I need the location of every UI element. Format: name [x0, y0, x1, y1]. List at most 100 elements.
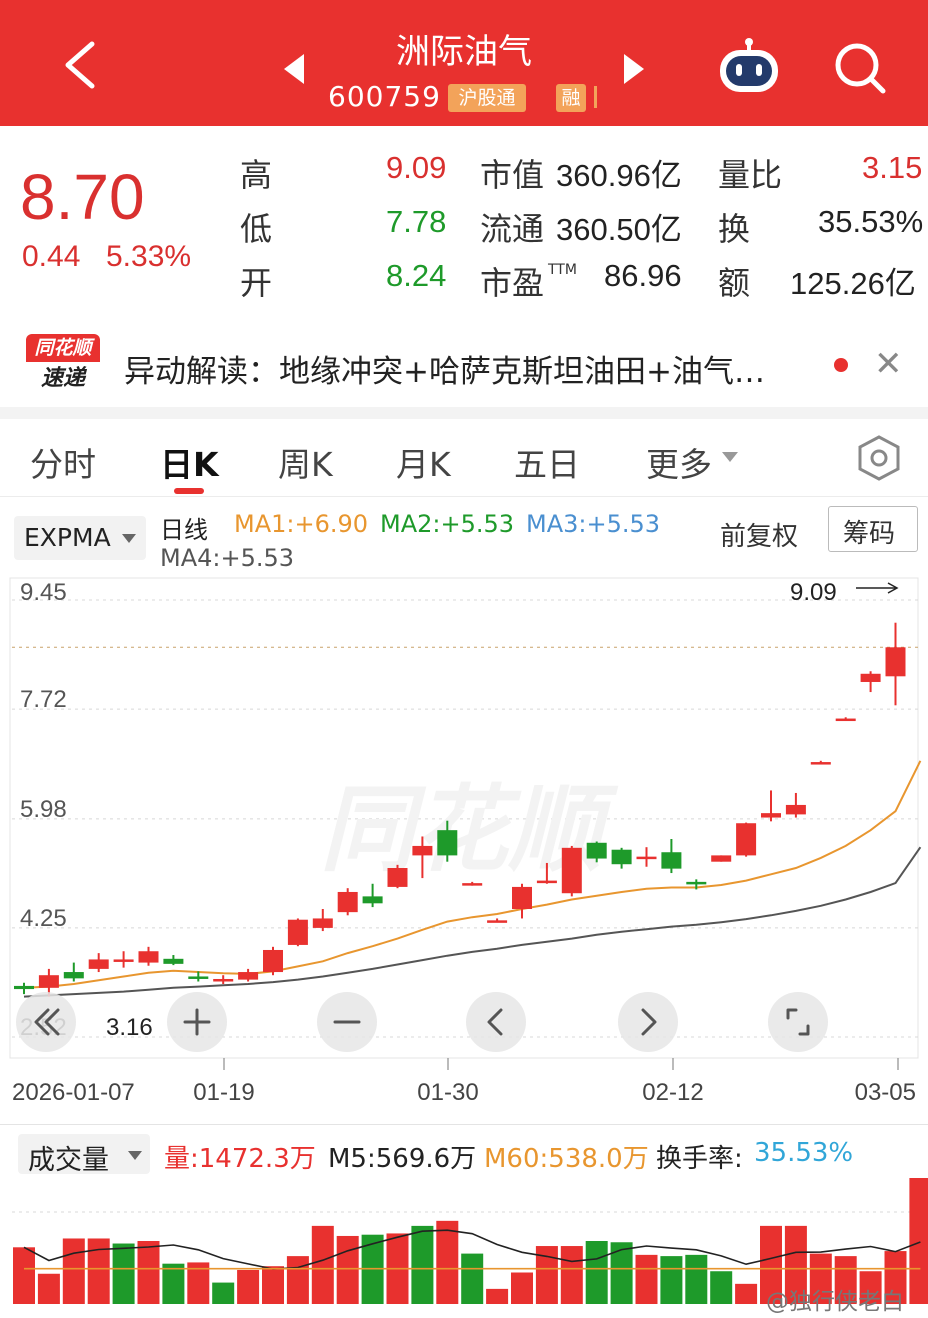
search-icon[interactable] — [832, 40, 888, 96]
volume-m5: M5:569.6万 — [328, 1144, 477, 1174]
candle-body — [661, 852, 682, 869]
robot-assistant-icon[interactable] — [716, 36, 782, 96]
hk-connect-badge: 沪股通 — [448, 84, 526, 112]
open-label: 开 — [240, 264, 273, 302]
volume-indicator-selector[interactable]: 成交量 — [18, 1134, 150, 1176]
active-tab-indicator — [174, 488, 204, 494]
tabs-divider — [0, 496, 928, 497]
scroll-right-icon[interactable] — [618, 992, 678, 1052]
candle-body — [885, 647, 906, 677]
candle-body — [437, 830, 458, 856]
zoom-in-icon[interactable] — [167, 992, 227, 1052]
candle-body — [412, 845, 433, 856]
x-axis: 2026-01-07 01-19 01-30 02-12 03-05 — [12, 1057, 918, 1106]
candle-body — [188, 976, 209, 979]
candle — [860, 671, 881, 693]
volume-bar — [710, 1271, 733, 1304]
volume-bar — [137, 1241, 160, 1304]
volume-bar — [112, 1243, 135, 1304]
volume-bar — [37, 1273, 60, 1304]
candle-body — [512, 886, 532, 909]
candle-body — [287, 919, 308, 945]
volume-bar — [486, 1288, 509, 1304]
news-headline[interactable]: 异动解读：地缘冲突+哈萨克斯坦油田+油气… — [124, 354, 765, 390]
zoom-out-icon[interactable] — [317, 992, 377, 1052]
kline-chart[interactable]: 9.457.725.984.252.52 同花顺 9.093.16 2026-0… — [0, 572, 928, 1112]
candle-body — [785, 804, 806, 815]
scroll-left-icon[interactable] — [466, 992, 526, 1052]
ma1-value: MA1:+6.90 — [234, 510, 369, 538]
ths-express-logo: 同花顺 速递 — [26, 334, 100, 394]
fullscreen-icon[interactable] — [768, 992, 828, 1052]
ma2-value: MA2:+5.53 — [380, 510, 515, 538]
volume-bar — [62, 1238, 85, 1304]
high-marker-arrowhead — [887, 582, 899, 594]
weibo-watermark: @独行侠老白 — [766, 1289, 904, 1315]
mktcap-value: 360.96亿 — [556, 158, 682, 193]
volume-bar — [859, 1271, 882, 1304]
settings-hexagon-icon[interactable] — [856, 434, 902, 482]
candle-body — [63, 972, 84, 979]
x-tick-label: 02-12 — [642, 1079, 703, 1106]
amount-label: 额 — [718, 264, 751, 302]
pe-ttm-sup: TTM — [548, 262, 577, 278]
tab-daily-k[interactable]: 日K — [160, 445, 219, 484]
ma-slow-line — [23, 846, 922, 998]
badge-divider — [594, 86, 597, 108]
candle — [835, 717, 856, 722]
volume-bar — [560, 1246, 583, 1304]
volume-bar — [884, 1251, 907, 1304]
candle-body — [636, 856, 657, 860]
high-label: 高 — [240, 156, 273, 194]
candle-body — [138, 951, 159, 963]
pe-value: 86.96 — [604, 258, 682, 293]
next-stock-icon[interactable] — [624, 54, 644, 84]
volume-bar — [585, 1241, 608, 1304]
candle-body — [835, 718, 856, 722]
float-value: 360.50亿 — [556, 212, 682, 247]
chips-button[interactable]: 筹码 — [828, 506, 918, 552]
turnover-rate-value: 35.53% — [754, 1138, 854, 1168]
candle-body — [312, 918, 333, 928]
candle — [761, 790, 781, 822]
volume-bar — [511, 1272, 533, 1304]
candle — [686, 879, 707, 890]
close-icon[interactable]: ✕ — [874, 344, 903, 384]
tab-weekly-k[interactable]: 周K — [278, 445, 333, 484]
candle-body — [810, 762, 831, 765]
tab-monthly-k[interactable]: 月K — [396, 445, 451, 484]
amount-value: 125.26亿 — [790, 266, 916, 301]
volume-bar — [735, 1283, 758, 1304]
price-change: 0.44 — [22, 240, 81, 273]
tab-more[interactable]: 更多 — [646, 445, 712, 484]
ma-lines — [23, 760, 922, 998]
candle — [263, 946, 283, 976]
volume-bar — [535, 1246, 558, 1304]
indicator-selector-label: EXPMA — [24, 523, 111, 552]
y-tick-label: 5.98 — [20, 796, 67, 823]
candle — [88, 953, 109, 973]
previous-stock-icon[interactable] — [284, 54, 304, 84]
stock-name: 洲际油气 — [396, 32, 532, 72]
adjust-mode[interactable]: 前复权 — [720, 522, 799, 552]
candle-body — [38, 975, 59, 988]
y-tick-label: 4.25 — [20, 905, 67, 932]
tab-five-day[interactable]: 五日 — [514, 445, 580, 484]
mktcap-label: 市值 — [480, 156, 545, 194]
period-label: 日线 — [160, 516, 208, 544]
volume-m5-line — [23, 1229, 921, 1270]
volume-bar — [635, 1254, 658, 1304]
turnover-rate-label: 换手率: — [656, 1144, 743, 1174]
tab-intraday[interactable]: 分时 — [30, 445, 96, 484]
scroll-left-fast-icon[interactable] — [16, 992, 76, 1052]
volume-bar — [311, 1225, 334, 1304]
candle — [810, 760, 831, 765]
more-dropdown-icon[interactable] — [722, 452, 738, 462]
chevron-down-icon — [128, 1151, 142, 1160]
margin-badge: 融 — [556, 84, 586, 112]
indicator-selector[interactable]: EXPMA — [14, 516, 146, 560]
back-arrow-icon[interactable] — [60, 40, 100, 90]
candle-body — [536, 880, 557, 884]
candle — [188, 971, 209, 982]
candle-body — [711, 855, 732, 862]
